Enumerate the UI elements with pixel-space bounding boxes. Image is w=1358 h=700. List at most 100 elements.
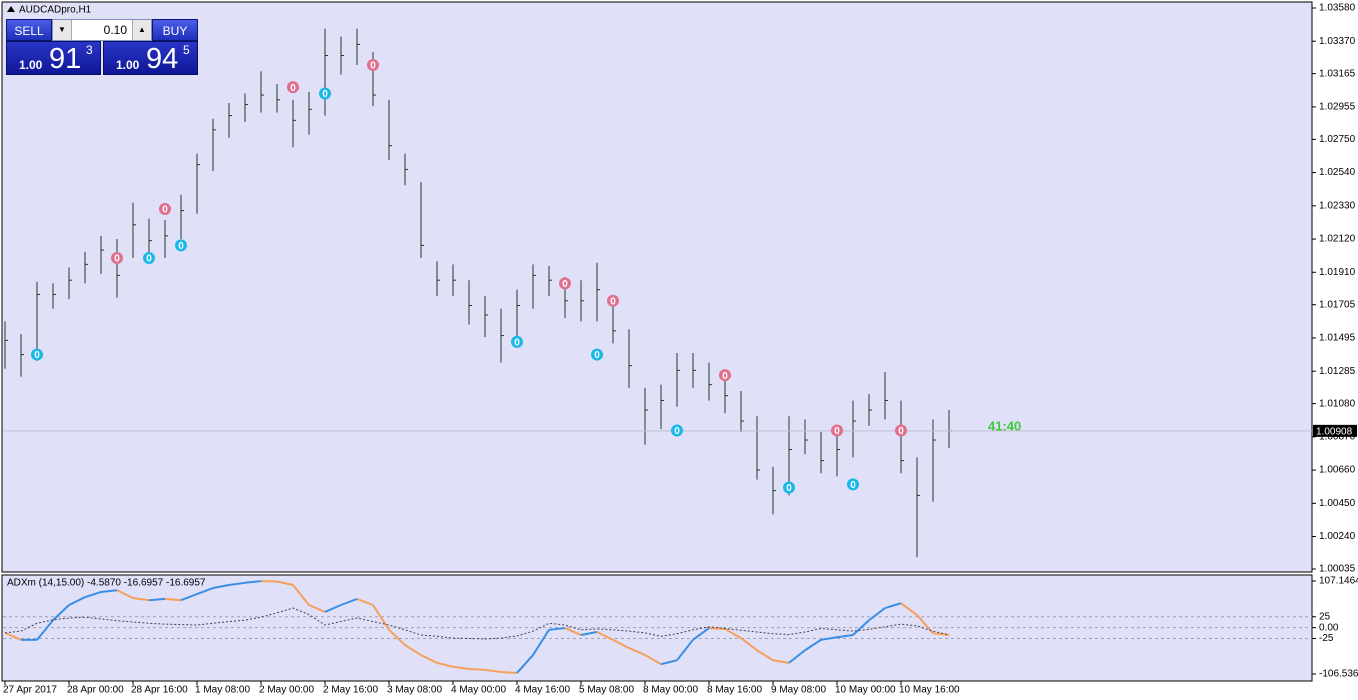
lot-input[interactable]: ▼ 0.10 ▲ bbox=[52, 19, 152, 41]
x-tick-label: 2 May 00:00 bbox=[259, 685, 314, 696]
signal-label: 0 bbox=[162, 205, 168, 216]
y-tick-label: 1.01285 bbox=[1319, 366, 1356, 377]
signal-label: 0 bbox=[594, 350, 600, 361]
adx-segment bbox=[276, 580, 294, 586]
signal-label: 0 bbox=[290, 83, 296, 94]
indicator-title: ADXm (14,15.00) -4.5870 -16.6957 -16.695… bbox=[7, 578, 206, 589]
lot-increase[interactable]: ▲ bbox=[132, 20, 151, 40]
y-tick-label: 1.01910 bbox=[1319, 267, 1356, 278]
y-tick-label: 1.00035 bbox=[1319, 564, 1356, 575]
ask-quote[interactable]: 1.00 94 5 bbox=[103, 41, 198, 75]
adx-segment bbox=[36, 619, 54, 641]
bid-quote[interactable]: 1.00 91 3 bbox=[6, 41, 101, 75]
signal-marker bbox=[511, 335, 523, 348]
price-panel bbox=[1, 1, 1313, 573]
adx-segment bbox=[852, 619, 870, 636]
signal-label: 0 bbox=[370, 61, 376, 72]
adx-segment bbox=[788, 649, 806, 664]
adx-segment bbox=[52, 604, 70, 621]
lot-decrease[interactable]: ▼ bbox=[53, 20, 72, 40]
adx-segment bbox=[100, 589, 118, 593]
adx-segment bbox=[180, 593, 198, 602]
adx-segment bbox=[292, 584, 310, 606]
signal-marker bbox=[591, 348, 603, 361]
signal-label: 0 bbox=[898, 426, 904, 437]
y-tick-label: 1.02120 bbox=[1319, 234, 1356, 245]
adx-segment bbox=[596, 631, 614, 641]
signal-marker bbox=[287, 81, 299, 94]
adx-segment bbox=[628, 647, 646, 656]
trade-panel: SELL ▼ 0.10 ▲ BUY 1.00 91 3 1.00 94 5 bbox=[6, 19, 198, 75]
y-tick-label: -25 bbox=[1319, 633, 1334, 644]
y-tick-label: 1.00660 bbox=[1319, 465, 1356, 476]
adx-segment bbox=[212, 583, 230, 590]
signal-marker bbox=[783, 481, 795, 494]
x-tick-label: 2 May 16:00 bbox=[323, 685, 378, 696]
signal-label: 0 bbox=[610, 296, 616, 307]
adx-segment bbox=[660, 659, 678, 666]
adx-segment bbox=[884, 602, 902, 610]
y-tick-label: 1.03580 bbox=[1319, 3, 1356, 14]
buy-button[interactable]: BUY bbox=[152, 19, 198, 41]
x-tick-label: 1 May 08:00 bbox=[195, 685, 250, 696]
y-tick-label: 1.00870 bbox=[1319, 432, 1356, 443]
adx-segment bbox=[404, 644, 422, 656]
adx-segment bbox=[740, 637, 758, 652]
ask-small: 5 bbox=[183, 43, 190, 57]
adx-segment bbox=[724, 628, 742, 639]
signal-marker bbox=[319, 87, 331, 100]
adx-segment bbox=[756, 649, 774, 662]
signal-marker bbox=[607, 294, 619, 307]
signal-marker bbox=[159, 202, 171, 215]
adx-segment bbox=[196, 587, 214, 596]
adx-segment bbox=[500, 671, 518, 674]
ask-big: 1.00 bbox=[116, 58, 140, 72]
bid-small: 3 bbox=[86, 43, 93, 57]
signal-label: 0 bbox=[322, 89, 328, 100]
signal-label: 0 bbox=[786, 483, 792, 494]
adx-segment bbox=[516, 654, 534, 674]
signal-label: 0 bbox=[834, 426, 840, 437]
y-tick-label: 107.1464 bbox=[1319, 576, 1358, 587]
adx-segment bbox=[548, 627, 566, 631]
adx-segment bbox=[836, 634, 854, 639]
y-tick-label: 1.00450 bbox=[1319, 498, 1356, 509]
adx-segment bbox=[372, 604, 390, 631]
adx-segment bbox=[68, 596, 86, 606]
signal-marker bbox=[831, 424, 843, 437]
signal-marker bbox=[143, 252, 155, 265]
adx-segment bbox=[580, 631, 598, 637]
adx-segment bbox=[308, 604, 326, 613]
y-tick-label: 1.01495 bbox=[1319, 333, 1356, 344]
sell-button[interactable]: SELL bbox=[6, 19, 52, 41]
signal-marker bbox=[559, 277, 571, 290]
signal-label: 0 bbox=[722, 371, 728, 382]
signal-marker bbox=[895, 424, 907, 437]
adx-segment bbox=[692, 627, 710, 641]
signal-marker bbox=[847, 478, 859, 491]
x-tick-label: 4 May 00:00 bbox=[451, 685, 506, 696]
bid-main: 91 bbox=[49, 43, 82, 75]
signal-label: 0 bbox=[114, 254, 120, 265]
current-price-box bbox=[1313, 424, 1357, 437]
x-tick-label: 8 May 00:00 bbox=[643, 685, 698, 696]
signal-marker bbox=[671, 424, 683, 437]
adx-segment bbox=[564, 627, 582, 636]
x-tick-label: 5 May 08:00 bbox=[579, 685, 634, 696]
signal-marker bbox=[719, 369, 731, 382]
lot-value: 0.10 bbox=[103, 23, 127, 37]
signal-label: 0 bbox=[178, 241, 184, 252]
adx-segment bbox=[532, 629, 550, 656]
adx-segment bbox=[820, 636, 838, 641]
window-icon bbox=[7, 6, 15, 12]
x-tick-label: 28 Apr 16:00 bbox=[131, 685, 188, 696]
y-tick-label: 1.03370 bbox=[1319, 36, 1356, 47]
x-tick-label: 27 Apr 2017 bbox=[3, 685, 57, 696]
y-tick-label: 1.03165 bbox=[1319, 68, 1356, 79]
x-tick-label: 28 Apr 00:00 bbox=[67, 685, 124, 696]
adx-segment bbox=[804, 638, 822, 652]
signal-marker bbox=[111, 252, 123, 265]
adx-segment bbox=[452, 665, 470, 670]
adx-segment bbox=[772, 659, 790, 664]
